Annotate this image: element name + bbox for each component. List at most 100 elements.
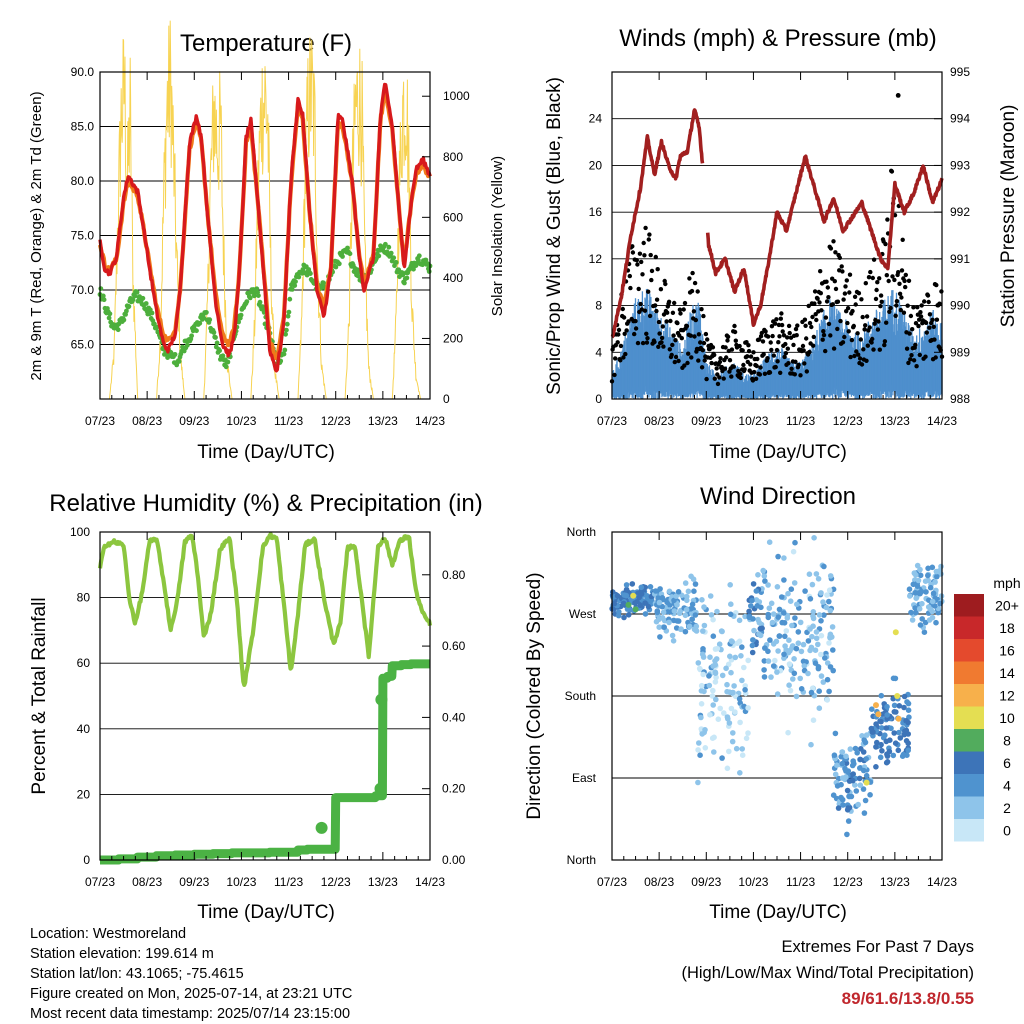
direction-point [818,618,824,624]
direction-point [770,611,777,617]
direction-point [727,653,733,660]
direction-point [710,663,716,669]
winds-xtick-label: 08/23 [644,414,674,428]
temperature-ytick-label: 70.0 [71,283,95,297]
dewpoint-point [251,293,257,299]
direction-point [884,712,890,718]
gust-point [765,334,771,339]
gust-point [700,348,705,353]
direction-point [826,688,832,695]
gust-point [737,343,742,349]
direction-point [913,595,919,601]
gust-point [780,329,785,334]
gust-point [885,217,890,222]
gust-point [710,345,716,350]
direction-point [895,747,902,754]
direction-point [844,787,851,794]
direction-point [892,740,899,746]
direction-point [847,746,854,752]
direction-point [807,596,814,602]
winds-ytick-label: 16 [589,205,603,219]
dewpoint-point [296,274,302,280]
gust-point [922,299,927,304]
gust-point [897,291,903,296]
winds-panel: Winds (mph) & Pressure (mb) 0 4 8 12 16 20 24 9… [544,25,1019,463]
direction-point [790,676,796,682]
gust-point [740,348,745,353]
direction-point [878,718,884,725]
gust-point [794,333,799,338]
direction-point [835,805,842,811]
dewpoint-point [308,271,313,276]
gust-point [685,360,690,366]
direction-point [790,548,797,555]
precipitation-point [315,821,328,834]
direction-point [760,567,766,574]
gust-point [635,340,641,346]
direction-point [725,661,732,668]
temperature-y2tick-label: 600 [443,210,463,224]
gust-point [627,273,632,279]
direction-point [772,657,778,664]
humidity-ytick-label: 20 [77,787,91,801]
gust-point [858,337,863,342]
gust-point [755,356,760,362]
dewpoint-point [207,317,213,323]
direction-point [888,725,894,732]
direction-point [863,756,869,762]
temperature-xtick-label: 10/23 [226,414,256,428]
direction-point [709,735,716,741]
gust-point [641,240,646,246]
dewpoint-point [402,280,407,286]
gust-point [846,329,851,334]
pressure-line [610,108,944,339]
dewpoint-point [345,245,350,251]
direction-point [900,751,907,758]
gust-point [908,357,913,362]
direction-point [852,782,858,788]
colorbar-title: mph [993,575,1020,591]
temperature-xtick-label: 08/23 [132,414,162,428]
direction-point [862,739,869,746]
gust-point [642,308,648,313]
gust-point [806,303,811,309]
direction-point [688,606,694,612]
direction-point [800,658,807,665]
direction-point [904,699,910,705]
gust-point [818,269,823,274]
direction-point [724,681,730,688]
direction-point [686,623,693,630]
gust-point [831,346,837,351]
direction-point [781,555,787,561]
gust-point [745,354,750,359]
wind-direction-ylabel: Direction (Colored By Speed) [524,572,545,819]
gust-point [793,359,798,364]
direction-point [775,553,781,560]
gust-point [618,358,623,363]
direction-point [698,688,705,694]
direction-point [736,696,743,702]
direction-point [783,628,790,634]
dewpoint-point [115,327,121,333]
dewpoint-point [126,304,132,309]
direction-point [922,619,929,626]
direction-ytick-label: South [565,689,596,703]
gust-point [769,347,774,353]
gust-point [899,295,904,300]
gust-point [804,336,809,341]
dewpoint-point [204,310,209,315]
direction-point [798,648,805,655]
direction-point [702,727,708,733]
direction-point [787,598,794,604]
direction-point [917,566,923,573]
direction-point [826,598,832,605]
gust-point [844,278,849,283]
gust-point [852,294,858,299]
gust-point [918,310,923,315]
gust-point [781,333,787,338]
temperature-panel: Temperature (F) 65.0 70.0 75.0 80.0 85.0 90.0… [28,20,506,463]
direction-point [671,608,678,614]
gust-point [785,346,790,351]
winds-ticks: 0 4 8 12 16 20 24 988 989 990 991 992 993 994 995 07/23… [589,65,971,428]
gust-point [823,315,829,320]
